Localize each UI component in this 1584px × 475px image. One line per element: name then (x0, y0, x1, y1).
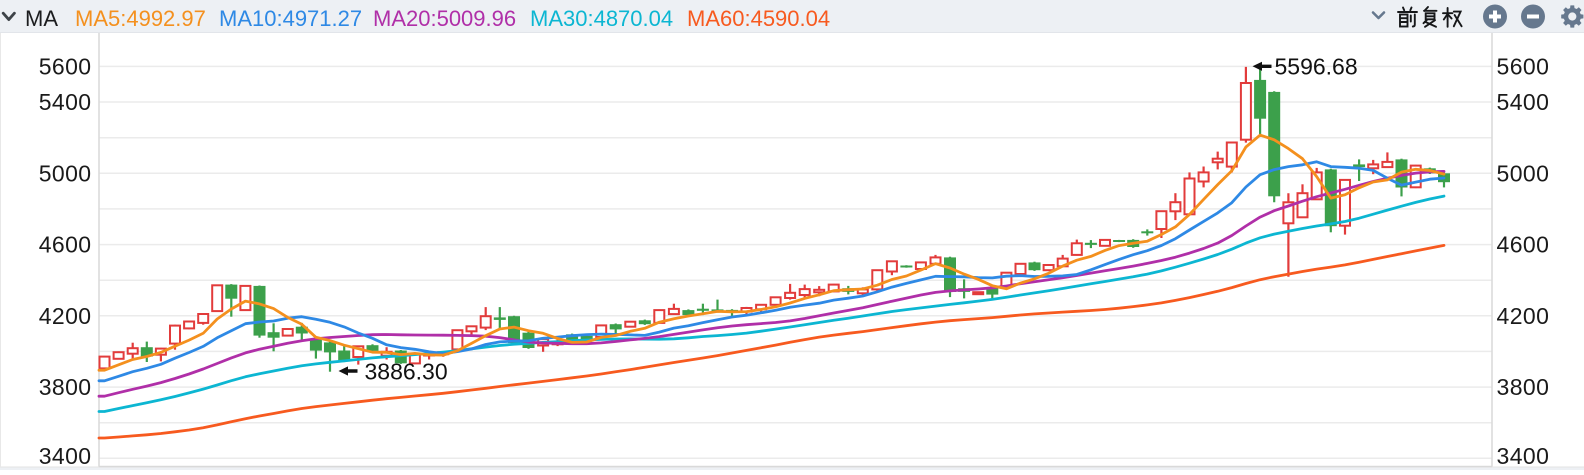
svg-text:4200: 4200 (1497, 303, 1550, 329)
svg-text:3800: 3800 (39, 374, 92, 400)
svg-text:5000: 5000 (1497, 160, 1550, 186)
svg-text:4600: 4600 (39, 232, 92, 258)
svg-text:3400: 3400 (1497, 443, 1550, 469)
svg-text:MA: MA (25, 6, 58, 31)
svg-text:3886.30: 3886.30 (365, 358, 448, 384)
svg-text:MA60:4590.04: MA60:4590.04 (687, 6, 830, 31)
svg-text:MA10:4971.27: MA10:4971.27 (219, 6, 362, 31)
svg-text:MA5:4992.97: MA5:4992.97 (75, 6, 206, 31)
svg-text:4600: 4600 (1497, 232, 1550, 258)
svg-text:5600: 5600 (1497, 53, 1550, 79)
svg-text:MA20:5009.96: MA20:5009.96 (373, 6, 516, 31)
svg-text:5400: 5400 (39, 89, 92, 115)
svg-text:5596.68: 5596.68 (1275, 54, 1358, 80)
svg-text:4200: 4200 (39, 303, 92, 329)
svg-text:5400: 5400 (1497, 89, 1550, 115)
svg-text:3800: 3800 (1497, 374, 1550, 400)
svg-text:5600: 5600 (39, 53, 92, 79)
svg-text:5000: 5000 (39, 160, 92, 186)
svg-text:MA30:4870.04: MA30:4870.04 (530, 6, 673, 31)
svg-text:3400: 3400 (39, 443, 92, 469)
